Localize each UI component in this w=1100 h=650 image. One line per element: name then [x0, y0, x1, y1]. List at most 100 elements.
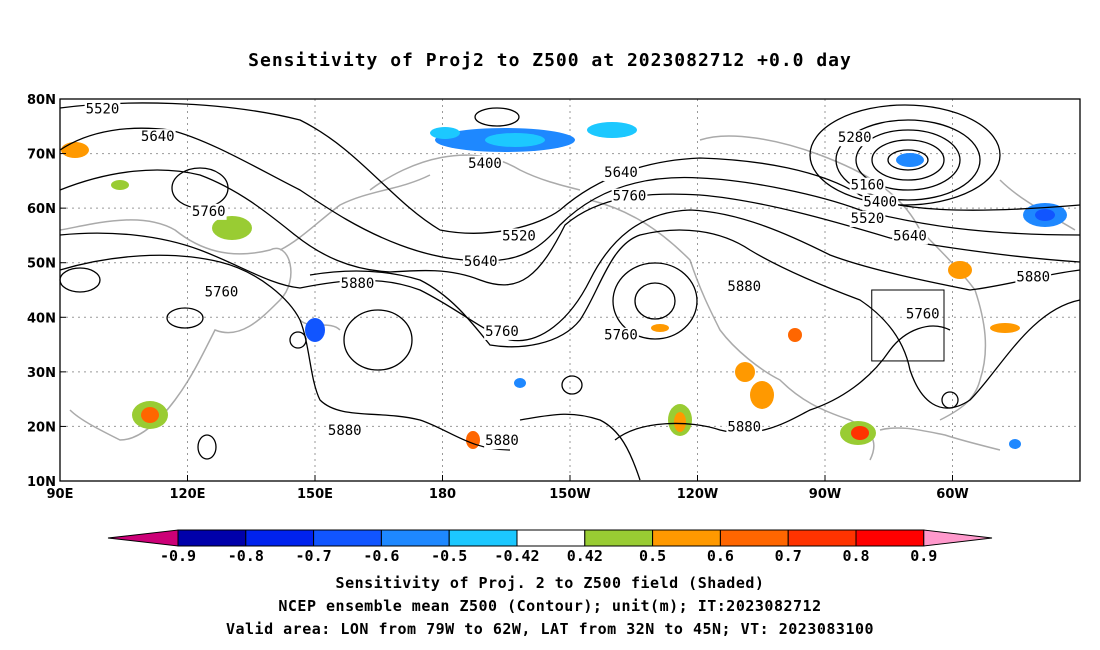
contour-label: 5520 [502, 228, 536, 244]
sensitivity-patch [61, 142, 89, 158]
lat-tick-label: 30N [27, 366, 56, 381]
contour-label: 5640 [464, 254, 498, 270]
colorbar-cell [448, 529, 518, 547]
contour-label: 5640 [141, 129, 175, 145]
sensitivity-patch [948, 261, 972, 279]
lon-tick-label: 90W [809, 487, 841, 502]
contour-label-bg [484, 433, 520, 450]
contour-label-bg [603, 327, 639, 344]
contour-label-bg [726, 279, 763, 296]
lat-tick-label: 60N [27, 202, 56, 217]
sensitivity-patch [1009, 439, 1021, 449]
contour-label: 5760 [485, 324, 519, 340]
contour-ring [289, 331, 307, 349]
contour-label: 5880 [1016, 269, 1050, 285]
colorbar-cell [584, 529, 654, 547]
contour-ring [197, 434, 217, 460]
contour-label-bg [467, 155, 503, 172]
contour-ring [166, 307, 204, 329]
contour-label: 5400 [863, 195, 897, 211]
contour-label-bg [462, 254, 499, 271]
contour-ring [634, 282, 676, 320]
colorbar-label: 0.7 [775, 547, 802, 565]
lat-tick-label: 40N [27, 311, 56, 326]
colorbar: -0.9 -0.8 -0.7 -0.6 -0.5 -0.42 0.42 0.5 0.6 0.7 0.… [107, 529, 993, 565]
sensitivity-patch [430, 127, 460, 139]
colorbar-label: -0.42 [494, 547, 539, 565]
contour-label: 5160 [851, 178, 885, 194]
contour-ring [612, 262, 698, 340]
contour-label: 5760 [906, 306, 940, 322]
lon-tick-label: 120E [169, 487, 205, 502]
lat-tick-label: 10N [27, 475, 56, 490]
sensitivity-patch [735, 362, 755, 382]
contour-label-bg [726, 419, 763, 436]
contour-label-bg [603, 165, 639, 182]
contour-label: 5760 [604, 328, 638, 344]
sensitivity-patch [111, 180, 129, 190]
contour-line [59, 169, 1081, 286]
colorbar-cell [516, 529, 586, 547]
colorbar-label: 0.6 [707, 547, 734, 565]
colorbar-label: -0.6 [363, 547, 399, 565]
contour-label: 5640 [893, 228, 927, 244]
contour-label-bg [203, 284, 240, 301]
lon-tick-label: 60W [936, 487, 968, 502]
sensitivity-patch [990, 323, 1020, 333]
sensitivity-patch [587, 122, 637, 138]
contour-label-bg [862, 194, 899, 211]
colorbar-label: 0.8 [842, 547, 869, 565]
contour-label-bg [1015, 269, 1052, 286]
contour-labels: 5520564054005280516054005520564057605760… [84, 101, 1052, 450]
lat-tick-label: 20N [27, 420, 56, 435]
sensitivity-patch [674, 412, 686, 432]
colorbar-label: -0.5 [431, 547, 467, 565]
lon-tick-label: 120W [677, 487, 718, 502]
caption-line-3: Valid area: LON from 79W to 62W, LAT fro… [225, 620, 875, 638]
contour-label: 5280 [838, 130, 872, 146]
contour-label-bg [84, 101, 121, 118]
colorbar-cell [245, 529, 315, 547]
contour-line [59, 254, 511, 451]
contour-label-bg [501, 228, 537, 245]
colorbar-cell [855, 529, 925, 547]
contour-ring [474, 107, 520, 127]
colorbar-label: 0.9 [910, 547, 937, 565]
sensitivity-patch [485, 133, 545, 147]
contour-label-bg [904, 306, 941, 323]
colorbar-label: -0.9 [160, 547, 196, 565]
contour-ring [835, 119, 981, 201]
contour-line [59, 102, 1081, 234]
colorbar-cell [652, 529, 721, 547]
contour-line [59, 127, 1081, 262]
contour-label: 5400 [468, 156, 502, 172]
colorbar-cell [719, 529, 789, 547]
contour-label-bg [326, 423, 363, 440]
sensitivity-patch [1035, 209, 1055, 221]
contour-ring [59, 267, 101, 293]
sensitivity-patch [788, 328, 802, 342]
contour-label: 5880 [341, 276, 375, 292]
caption-line-1: Sensitivity of Proj. 2 to Z500 field (Sh… [335, 574, 765, 592]
contour-ring [855, 129, 961, 191]
contour-label-bg [611, 188, 648, 205]
contour-ring [871, 139, 945, 181]
contour-label-bg [892, 228, 928, 245]
contour-label: 5760 [613, 189, 647, 205]
contour-line [309, 229, 1081, 409]
sensitivity-patch [514, 378, 526, 388]
contour-label: 5520 [86, 101, 120, 117]
sensitivity-patch [896, 153, 924, 167]
lat-tick-label: 70N [27, 148, 56, 163]
colorbar-label: 0.42 [567, 547, 603, 565]
plot-title: Sensitivity of Proj2 to Z500 at 20230827… [248, 50, 852, 71]
colorbar-cell [313, 529, 382, 547]
lon-tick-label: 180 [429, 487, 456, 502]
contour-label-bg [836, 130, 873, 147]
contour-label-bg [484, 323, 520, 340]
contour-ring [561, 375, 583, 395]
colorbar-cell [380, 529, 450, 547]
sensitivity-shading [61, 122, 1067, 449]
contour-line [59, 209, 1081, 342]
